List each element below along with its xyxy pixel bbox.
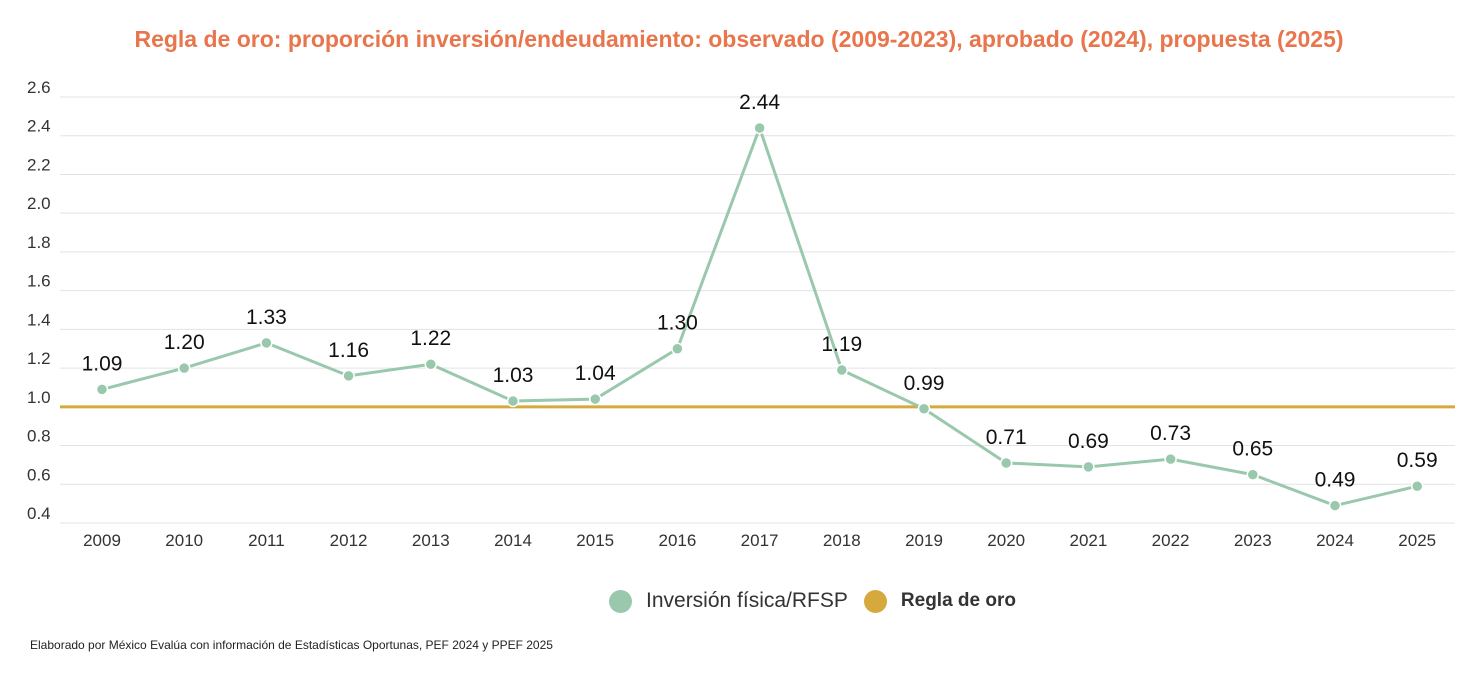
data-label: 0.99 <box>904 372 945 395</box>
data-label: 2.44 <box>739 91 780 114</box>
x-tick-label: 2019 <box>905 531 943 550</box>
y-tick-label: 2.4 <box>27 117 51 136</box>
data-label: 1.30 <box>657 312 698 335</box>
legend: Inversión física/RFSP Regla de oro <box>609 589 1016 613</box>
x-tick-label: 2018 <box>823 531 861 550</box>
data-label: 1.19 <box>821 333 862 356</box>
data-point <box>999 456 1013 470</box>
data-point <box>917 402 931 416</box>
data-point <box>260 336 273 350</box>
chart-title: Regla de oro: proporción inversión/endeu… <box>134 26 1344 52</box>
data-label: 0.59 <box>1397 449 1438 472</box>
data-label: 0.65 <box>1232 438 1273 461</box>
x-tick-label: 2025 <box>1398 531 1436 550</box>
data-point <box>1328 499 1342 512</box>
x-tick-label: 2022 <box>1152 531 1190 550</box>
legend-swatch-inversion <box>609 589 632 613</box>
x-tick-label: 2014 <box>494 531 532 550</box>
data-point <box>342 369 355 383</box>
x-tick-label: 2020 <box>987 531 1025 550</box>
data-label: 1.33 <box>246 306 287 329</box>
inversion-series-line <box>101 126 1418 508</box>
data-labels: 1.09 1.20 1.33 1.16 1.22 1.03 1.04 1.30 2.44 1.19… <box>82 91 1438 492</box>
data-point <box>506 394 520 408</box>
data-point <box>95 383 109 396</box>
data-label: 1.20 <box>164 331 205 354</box>
x-axis-ticks: 2009 2010 2011 2012 2013 2014 2015 2016 2017 2018… <box>83 531 1436 550</box>
data-point <box>1164 452 1177 466</box>
x-tick-label: 2016 <box>658 531 696 550</box>
series-line <box>101 126 1418 508</box>
legend-label-inversion: Inversión física/RFSP <box>646 589 848 612</box>
x-tick-label: 2010 <box>165 531 203 550</box>
x-tick-label: 2023 <box>1234 531 1272 550</box>
x-tick-label: 2017 <box>741 531 779 550</box>
data-point <box>588 392 602 406</box>
legend-label-regla: Regla de oro <box>900 590 1016 611</box>
data-points <box>95 121 1424 512</box>
y-tick-label: 1.6 <box>27 272 51 291</box>
y-axis-ticks: 0.4 0.6 0.8 1.0 1.2 1.4 1.6 1.8 2.0 2.2 2.4 2.6 <box>27 78 51 523</box>
x-tick-label: 2011 <box>248 531 285 550</box>
data-label: 1.04 <box>575 362 616 385</box>
y-tick-label: 1.4 <box>27 310 51 329</box>
data-label: 0.69 <box>1068 430 1109 453</box>
y-tick-label: 2.6 <box>27 78 51 97</box>
data-point <box>424 357 438 371</box>
x-tick-label: 2012 <box>330 531 368 550</box>
legend-swatch-regla <box>863 589 887 613</box>
data-label: 1.09 <box>82 352 123 375</box>
x-tick-label: 2015 <box>576 531 614 550</box>
y-tick-label: 2.0 <box>27 194 51 213</box>
data-point <box>1246 468 1260 481</box>
y-tick-label: 1.8 <box>27 233 51 252</box>
data-point <box>1410 479 1424 493</box>
data-point <box>1082 460 1095 474</box>
x-tick-label: 2013 <box>412 531 450 550</box>
x-tick-label: 2021 <box>1069 531 1107 550</box>
data-label: 1.22 <box>410 327 451 350</box>
line-chart: 0.4 0.6 0.8 1.0 1.2 1.4 1.6 1.8 2.0 2.2 2.4 2.6 200… <box>27 78 1455 550</box>
data-label: 1.03 <box>493 364 534 387</box>
y-tick-label: 2.2 <box>27 155 51 174</box>
y-tick-label: 0.6 <box>27 465 51 484</box>
data-point <box>753 121 766 135</box>
data-label: 0.49 <box>1315 469 1356 492</box>
y-tick-label: 1.0 <box>27 388 51 407</box>
data-label: 0.71 <box>986 426 1027 449</box>
data-label: 0.73 <box>1150 422 1191 445</box>
data-label: 1.16 <box>328 339 369 362</box>
data-point <box>835 363 849 377</box>
y-tick-label: 1.2 <box>27 349 51 368</box>
y-tick-label: 0.4 <box>27 504 51 523</box>
data-point <box>671 342 684 355</box>
y-tick-label: 0.8 <box>27 427 51 446</box>
x-tick-label: 2009 <box>83 531 121 550</box>
source-note: Elaborado por México Evalúa con informac… <box>30 638 553 652</box>
data-point <box>177 361 191 375</box>
x-tick-label: 2024 <box>1316 531 1354 550</box>
